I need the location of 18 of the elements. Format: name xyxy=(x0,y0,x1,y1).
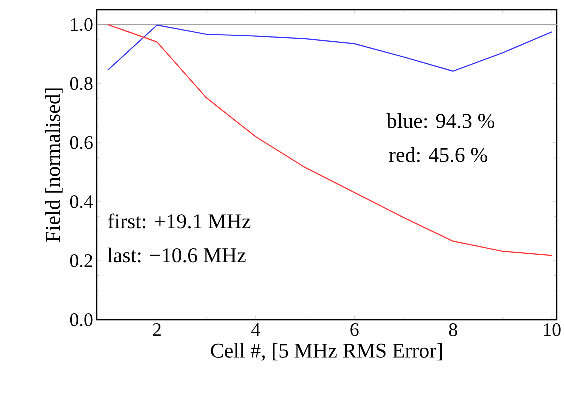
y-tick-label: 0.8 xyxy=(70,77,93,90)
x-tick-label: 2 xyxy=(153,324,161,336)
y-axis-title: Field [normalised] xyxy=(45,88,63,242)
x-tick-label: 8 xyxy=(449,324,458,336)
annotation: red: 45.6 % xyxy=(389,147,488,162)
annotation: last: −10.6 MHz xyxy=(108,248,246,263)
line-series xyxy=(107,24,553,72)
y-tick-label: 0.4 xyxy=(70,195,94,208)
annotation: first: +19.1 MHz xyxy=(108,214,251,229)
x-tick-label: 6 xyxy=(350,324,359,336)
y-tick-label: 0.2 xyxy=(70,254,92,268)
x-tick-label: 4 xyxy=(252,324,260,336)
x-axis-title: Cell #, [5 MHz RMS Error] xyxy=(211,343,442,362)
y-tick-label: 0.6 xyxy=(70,136,93,150)
y-tick-label: 0.0 xyxy=(70,314,93,326)
y-tick-label: 1.0 xyxy=(71,18,93,32)
x-tick-label: 10 xyxy=(544,324,561,336)
annotation: blue: 94.3 % xyxy=(386,114,495,128)
